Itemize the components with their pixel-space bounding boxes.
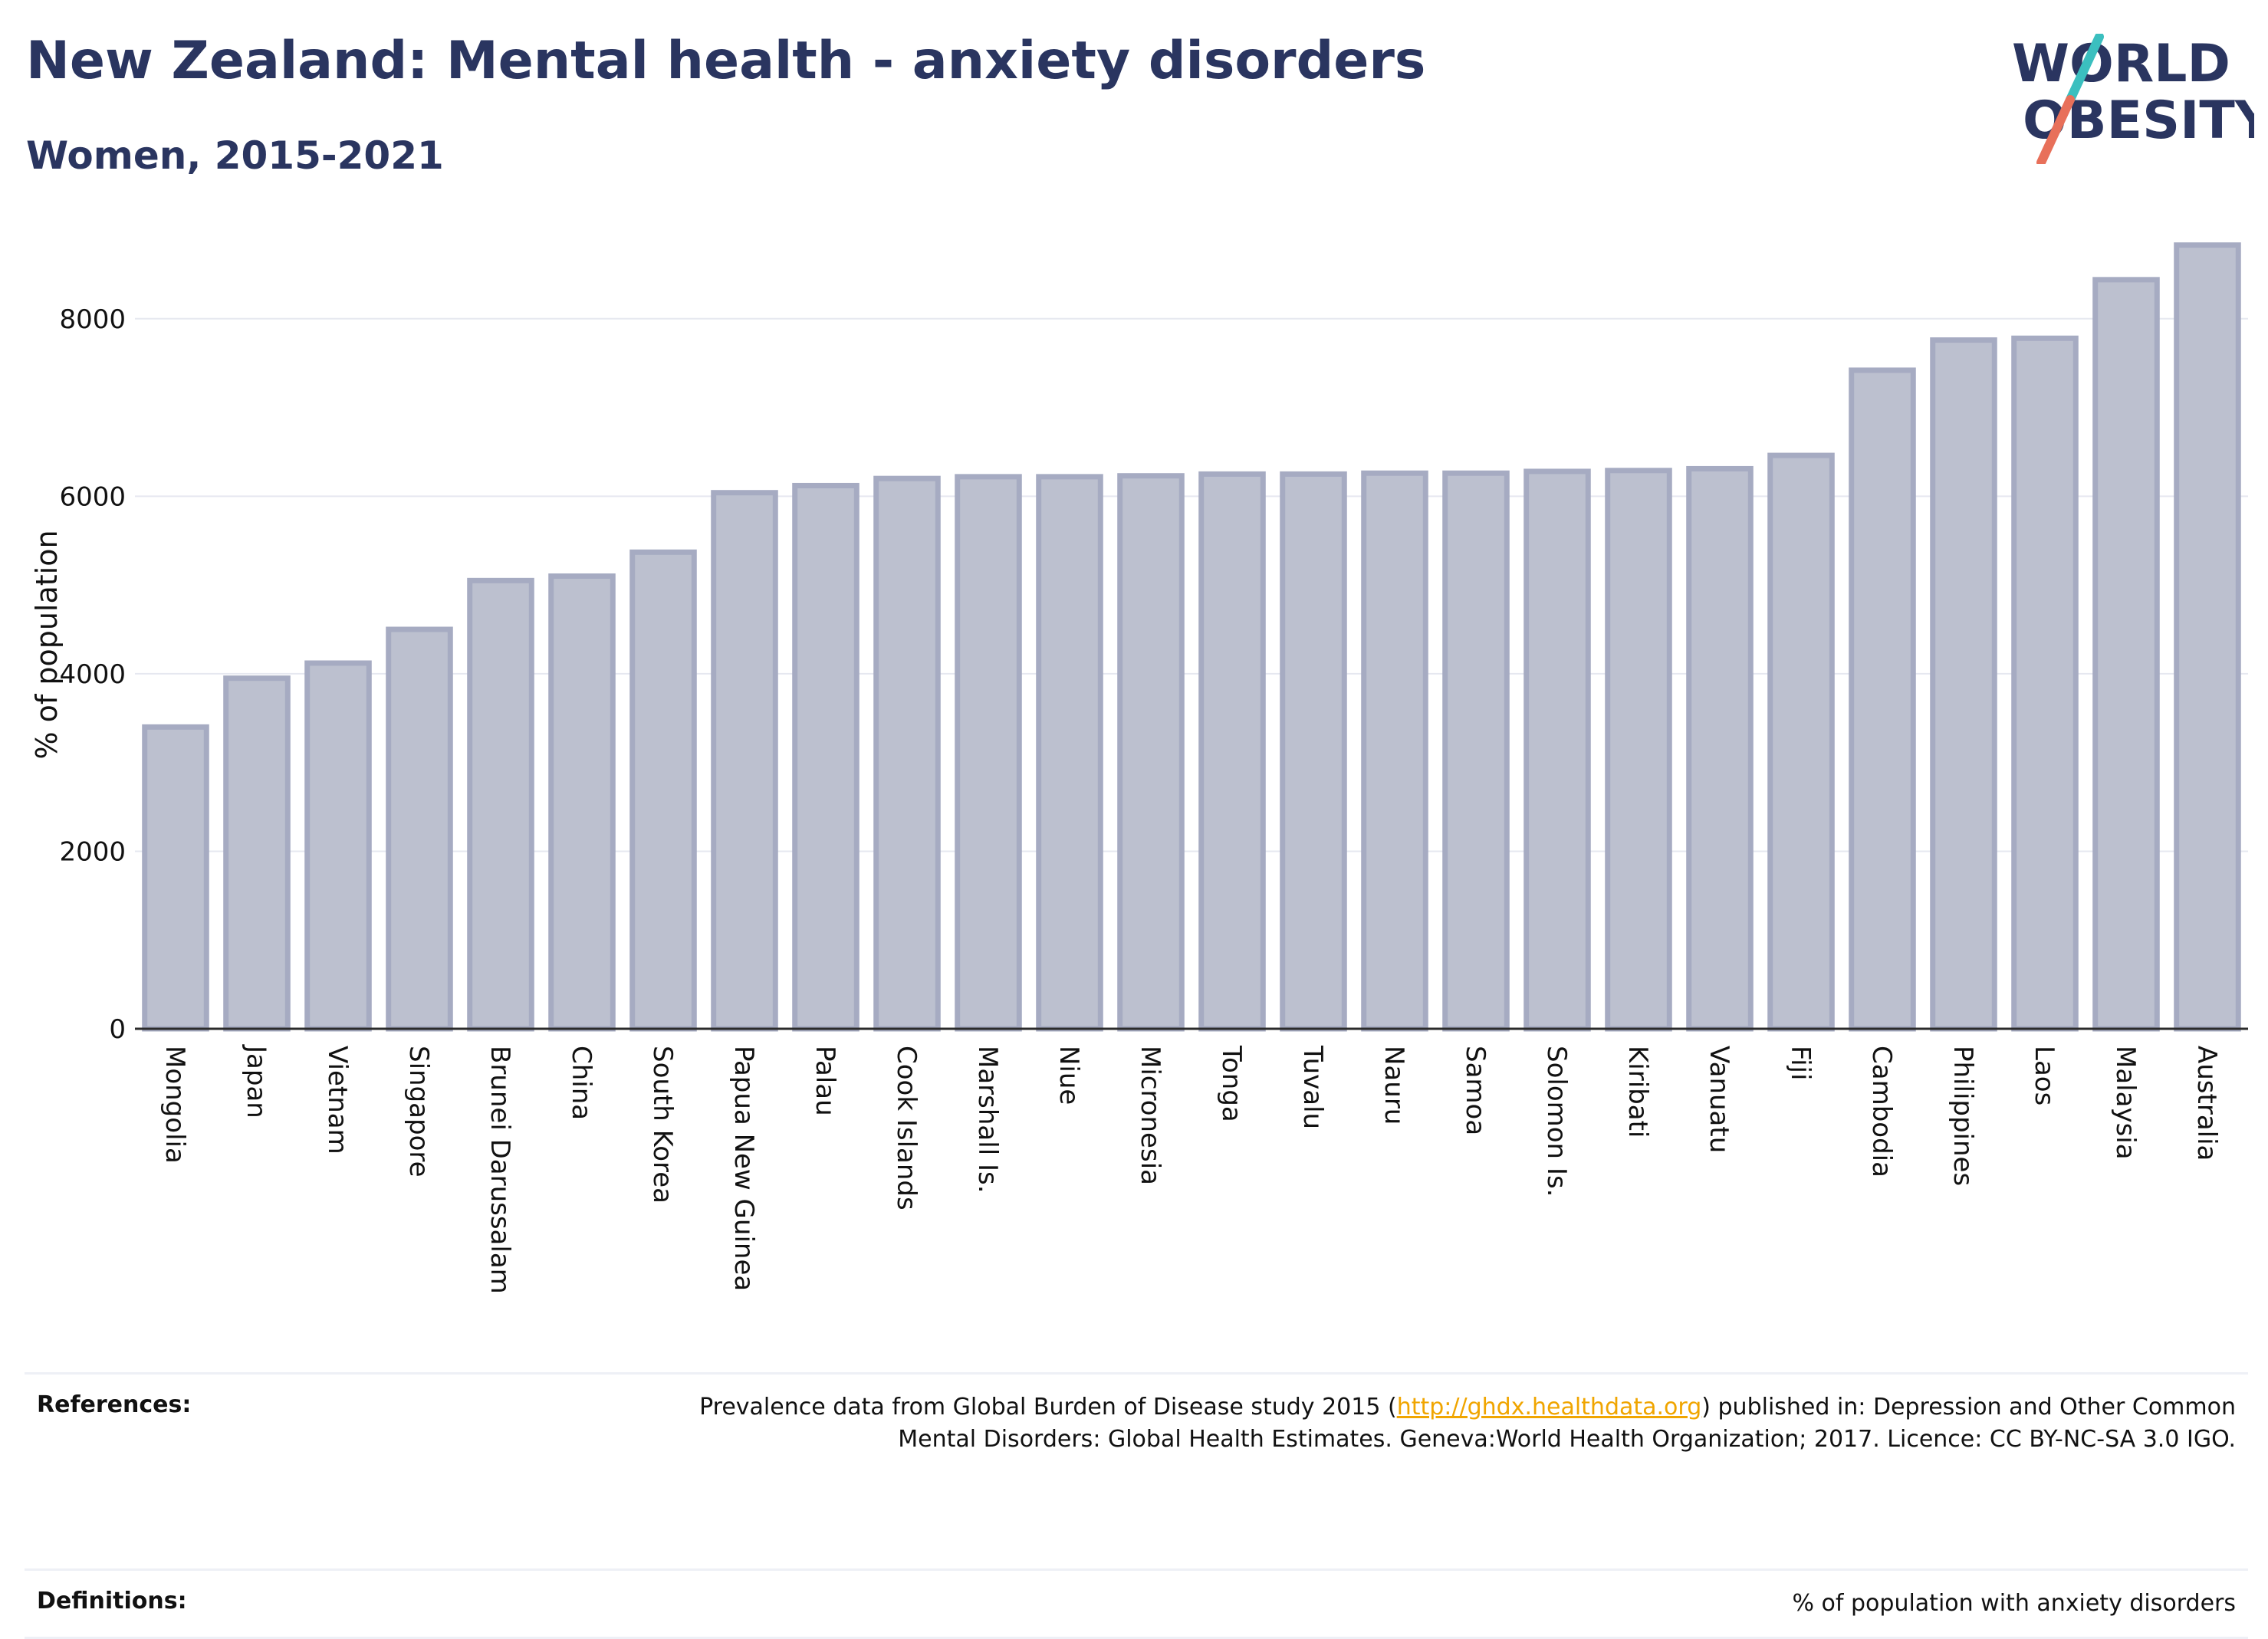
y-tick-label: 6000 — [59, 481, 126, 512]
world-obesity-logo: WORLD OBESITY — [2012, 34, 2254, 164]
bar-philippines — [1930, 337, 1997, 1032]
references-text: Prevalence data from Global Burden of Di… — [549, 1391, 2236, 1456]
y-tick-label: 8000 — [59, 304, 126, 335]
bar-cambodia — [1849, 367, 1916, 1032]
chart-subtitle: Women, 2015-2021 — [26, 133, 444, 178]
definitions-label: Definitions: — [37, 1588, 187, 1614]
logo-slash-top — [2066, 34, 2104, 104]
x-tick-label: Vanuatu — [1704, 1046, 1734, 1153]
bar-australia — [2174, 242, 2241, 1032]
bar-china — [548, 573, 616, 1032]
x-tick-label: Tonga — [1216, 1045, 1247, 1122]
y-axis-label: % of population — [30, 530, 64, 759]
x-tick-label: Japan — [241, 1044, 271, 1118]
definitions-row: Definitions: % of population with anxiet… — [25, 1568, 2248, 1639]
x-tick-label: Kiribati — [1622, 1046, 1653, 1138]
references-link[interactable]: http://ghdx.healthdata.org — [1396, 1394, 1702, 1421]
x-tick-label: Cook Islands — [891, 1046, 922, 1210]
x-tick-label: Mongolia — [159, 1046, 190, 1164]
bar-brunei-darussalam — [467, 577, 534, 1032]
bar-malaysia — [2092, 277, 2160, 1032]
bar-cook-islands — [873, 475, 941, 1032]
bar-micronesia — [1117, 473, 1185, 1032]
x-tick-label: Palau — [810, 1046, 840, 1116]
y-tick-label: 0 — [109, 1014, 126, 1045]
bar-nauru — [1361, 470, 1428, 1032]
bar-solomon-is — [1524, 468, 1591, 1032]
bar-palau — [792, 482, 860, 1032]
x-tick-label: Malaysia — [2110, 1046, 2141, 1160]
x-tick-label: Vietnam — [322, 1046, 353, 1155]
bar-vietnam — [304, 660, 372, 1032]
bar-papua-new-guinea — [711, 490, 778, 1032]
bar-mongolia — [142, 724, 209, 1032]
x-tick-label: Samoa — [1460, 1046, 1491, 1135]
x-tick-label: Singapore — [403, 1046, 434, 1178]
x-tick-label: Tuvalu — [1297, 1045, 1328, 1129]
x-tick-label: China — [566, 1046, 597, 1120]
x-tick-label: Solomon Is. — [1541, 1046, 1572, 1197]
x-tick-label: Nauru — [1379, 1046, 1409, 1125]
x-tick-label: Laos — [2029, 1046, 2059, 1105]
logo-slash-bottom — [2036, 95, 2075, 164]
references-line2: Mental Disorders: Global Health Estimate… — [898, 1426, 2236, 1453]
x-tick-label: Philippines — [1948, 1046, 1978, 1186]
x-tick-label: Marshall Is. — [972, 1046, 1003, 1194]
chart-title: New Zealand: Mental health - anxiety dis… — [26, 31, 1426, 91]
bar-tonga — [1198, 471, 1266, 1032]
y-tick-label: 2000 — [59, 836, 126, 867]
bar-south-korea — [629, 549, 697, 1032]
definitions-text: % of population with anxiety disorders — [1792, 1590, 2236, 1617]
y-axis-ticks: 0 2000 4000 6000 8000 — [59, 304, 126, 1045]
logo-line1: WORLD — [2012, 34, 2230, 94]
bar-marshall-is — [955, 474, 1022, 1032]
x-tick-label: Australia — [2191, 1046, 2222, 1161]
bar-fiji — [1767, 452, 1835, 1032]
y-tick-label: 4000 — [59, 659, 126, 690]
x-tick-label: Niue — [1053, 1046, 1084, 1105]
bar-kiribati — [1605, 468, 1672, 1032]
bar-chart: 0 2000 4000 6000 8000 Mongolia Japan Vietnam Si… — [30, 242, 2248, 1294]
x-tick-label: Micronesia — [1135, 1046, 1165, 1185]
bar-vanuatu — [1686, 465, 1754, 1032]
references-text-before: Prevalence data from Global Burden of Di… — [699, 1394, 1397, 1421]
x-tick-label: Cambodia — [1866, 1046, 1897, 1178]
bar-japan — [223, 675, 291, 1032]
bar-niue — [1036, 474, 1103, 1032]
bar-laos — [2011, 335, 2079, 1032]
x-tick-label: Papua New Guinea — [728, 1046, 759, 1291]
bar-tuvalu — [1280, 471, 1347, 1032]
x-tick-label: South Korea — [647, 1046, 678, 1204]
bar-samoa — [1442, 470, 1510, 1032]
x-tick-label: Fiji — [1785, 1046, 1816, 1080]
x-axis-ticks: Mongolia Japan Vietnam Singapore Brunei Daru… — [159, 1044, 2222, 1294]
references-label: References: — [37, 1391, 192, 1418]
x-tick-label: Brunei Darussalam — [485, 1046, 515, 1294]
bar-singapore — [386, 626, 453, 1032]
references-text-after: ) published in: Depression and Other Com… — [1701, 1394, 2236, 1421]
bars — [142, 242, 2241, 1032]
references-row: References: Prevalence data from Global … — [25, 1372, 2248, 1473]
